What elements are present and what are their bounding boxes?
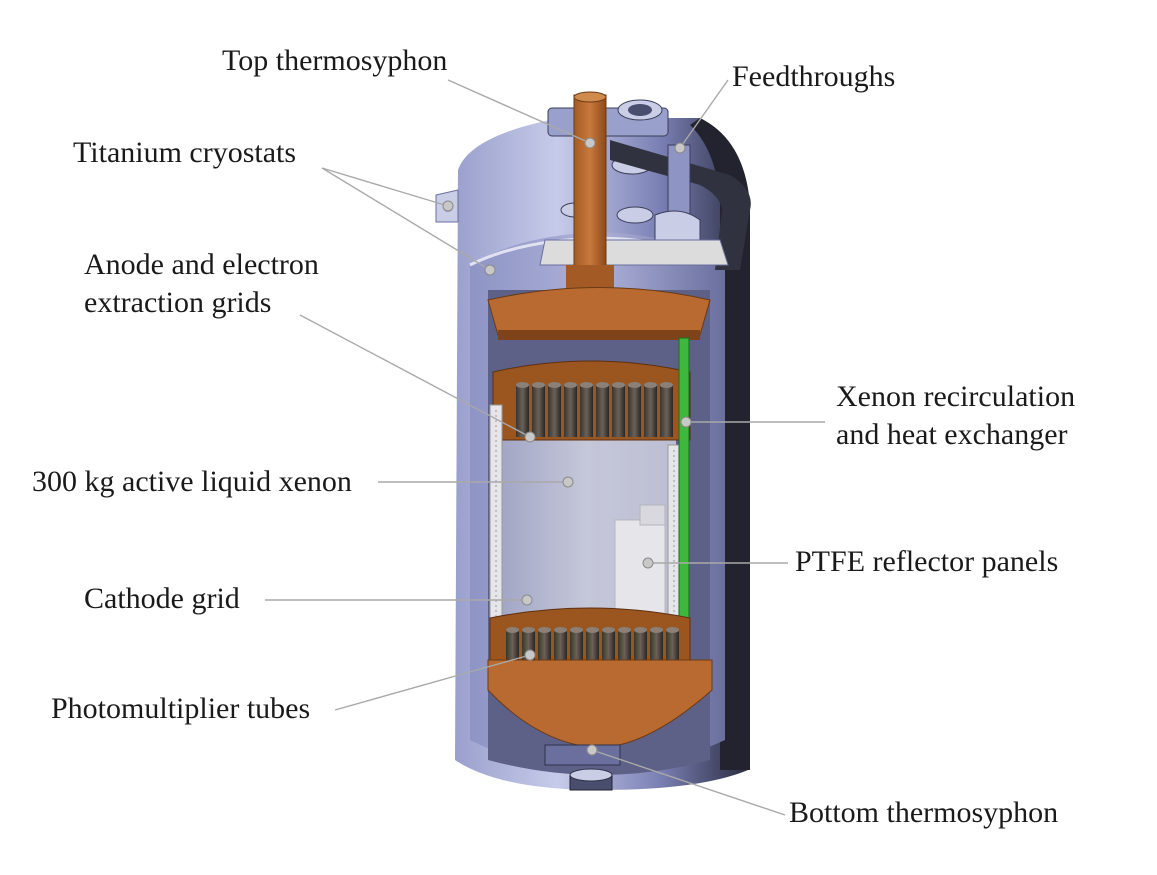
dot-cryostat-outer	[442, 200, 454, 212]
label-titanium-cryostats: Titanium cryostats	[73, 134, 296, 172]
leader-anode-grids	[299, 314, 531, 438]
pmt-tube-cap	[596, 382, 609, 388]
leader-cryostat-outer	[321, 167, 449, 207]
label-photomultiplier-tubes-text: Photomultiplier tubes	[51, 692, 311, 725]
dot-heat-exchanger	[680, 416, 692, 428]
pmt-tube-cap	[612, 382, 625, 388]
label-feedthroughs: Feedthroughs	[732, 58, 895, 96]
dot-top-thermosyphon	[584, 137, 596, 149]
label-xenon-recirculation-line2: and heat exchanger	[836, 418, 1068, 451]
label-anode-grids-line2: extraction grids	[84, 286, 272, 319]
label-feedthroughs-text: Feedthroughs	[732, 60, 896, 93]
dot-bottom-thermosyphon	[586, 744, 598, 756]
pmt-tube-cap	[564, 382, 577, 388]
pmt-tube-cap	[516, 382, 529, 388]
leader-cryostat-inner	[321, 167, 491, 271]
dot-cathode-grid	[521, 594, 533, 606]
pmt-tube-cap	[602, 627, 615, 633]
label-titanium-cryostats-text: Titanium cryostats	[73, 136, 297, 169]
pmt-tube-cap	[532, 382, 545, 388]
leader-bottom-thermosyphon	[591, 749, 786, 816]
label-anode-grids: Anode and electron extraction grids	[84, 246, 319, 322]
pmt-tube	[596, 385, 609, 437]
pmt-tube	[532, 385, 545, 437]
top-thermosyphon	[566, 91, 614, 292]
pmt-tube-cap	[506, 627, 519, 633]
dot-feedthroughs	[674, 142, 686, 154]
pmt-tube	[612, 385, 625, 437]
label-photomultiplier-tubes: Photomultiplier tubes	[51, 690, 310, 728]
pmt-tube-cap	[580, 382, 593, 388]
pmt-tube-cap	[538, 627, 551, 633]
pmt-tube-cap	[666, 627, 679, 633]
pmt-tube-cap	[618, 627, 631, 633]
pmt-tube	[628, 385, 641, 437]
label-anode-grids-line1: Anode and electron	[84, 248, 319, 281]
callout-dots	[442, 137, 692, 756]
pmt-tube-cap	[570, 627, 583, 633]
pmt-tube-cap	[586, 627, 599, 633]
top-copper-plate	[487, 287, 711, 340]
pmt-tube-cap	[548, 382, 561, 388]
pmt-tube-cap	[522, 627, 535, 633]
pmt-tube-cap	[660, 382, 673, 388]
pmt-tube	[580, 385, 593, 437]
label-active-liquid-xenon: 300 kg active liquid xenon	[32, 463, 352, 501]
dot-anode-grids	[524, 431, 536, 443]
dot-cryostat-inner	[484, 264, 496, 276]
label-ptfe-reflector-panels: PTFE reflector panels	[795, 543, 1058, 581]
label-cathode-grid: Cathode grid	[84, 580, 240, 618]
leader-lines	[265, 79, 825, 816]
leader-pmts	[334, 654, 531, 711]
pmt-tube-cap	[628, 382, 641, 388]
pmt-tube-cap	[634, 627, 647, 633]
pmt-tube-cap	[644, 382, 657, 388]
label-top-thermosyphon: Top thermosyphon	[222, 42, 447, 80]
dot-active-xenon	[562, 476, 574, 488]
label-xenon-recirculation: Xenon recirculation and heat exchanger	[836, 378, 1075, 454]
heat-exchanger	[678, 337, 690, 629]
top-pmt-array	[492, 360, 691, 441]
pmt-tube	[516, 385, 529, 437]
pmt-tube-cap	[650, 627, 663, 633]
label-cathode-grid-text: Cathode grid	[84, 582, 240, 615]
label-active-liquid-xenon-text: 300 kg active liquid xenon	[32, 465, 352, 498]
leader-top-thermosyphon	[447, 79, 591, 144]
pmt-tube	[564, 385, 577, 437]
dot-ptfe	[642, 557, 654, 569]
pmt-tube-cap	[554, 627, 567, 633]
label-xenon-recirculation-line1: Xenon recirculation	[836, 380, 1076, 413]
label-bottom-thermosyphon: Bottom thermosyphon	[789, 794, 1058, 832]
pmt-tube	[548, 385, 561, 437]
label-top-thermosyphon-text: Top thermosyphon	[222, 44, 448, 77]
label-ptfe-reflector-panels-text: PTFE reflector panels	[795, 545, 1059, 578]
dot-pmts	[524, 649, 536, 661]
bottom-thermosyphon	[544, 744, 621, 791]
leader-feedthroughs	[679, 79, 729, 149]
pmt-tube	[644, 385, 657, 437]
label-bottom-thermosyphon-text: Bottom thermosyphon	[789, 796, 1059, 829]
pmt-tube	[660, 385, 673, 437]
